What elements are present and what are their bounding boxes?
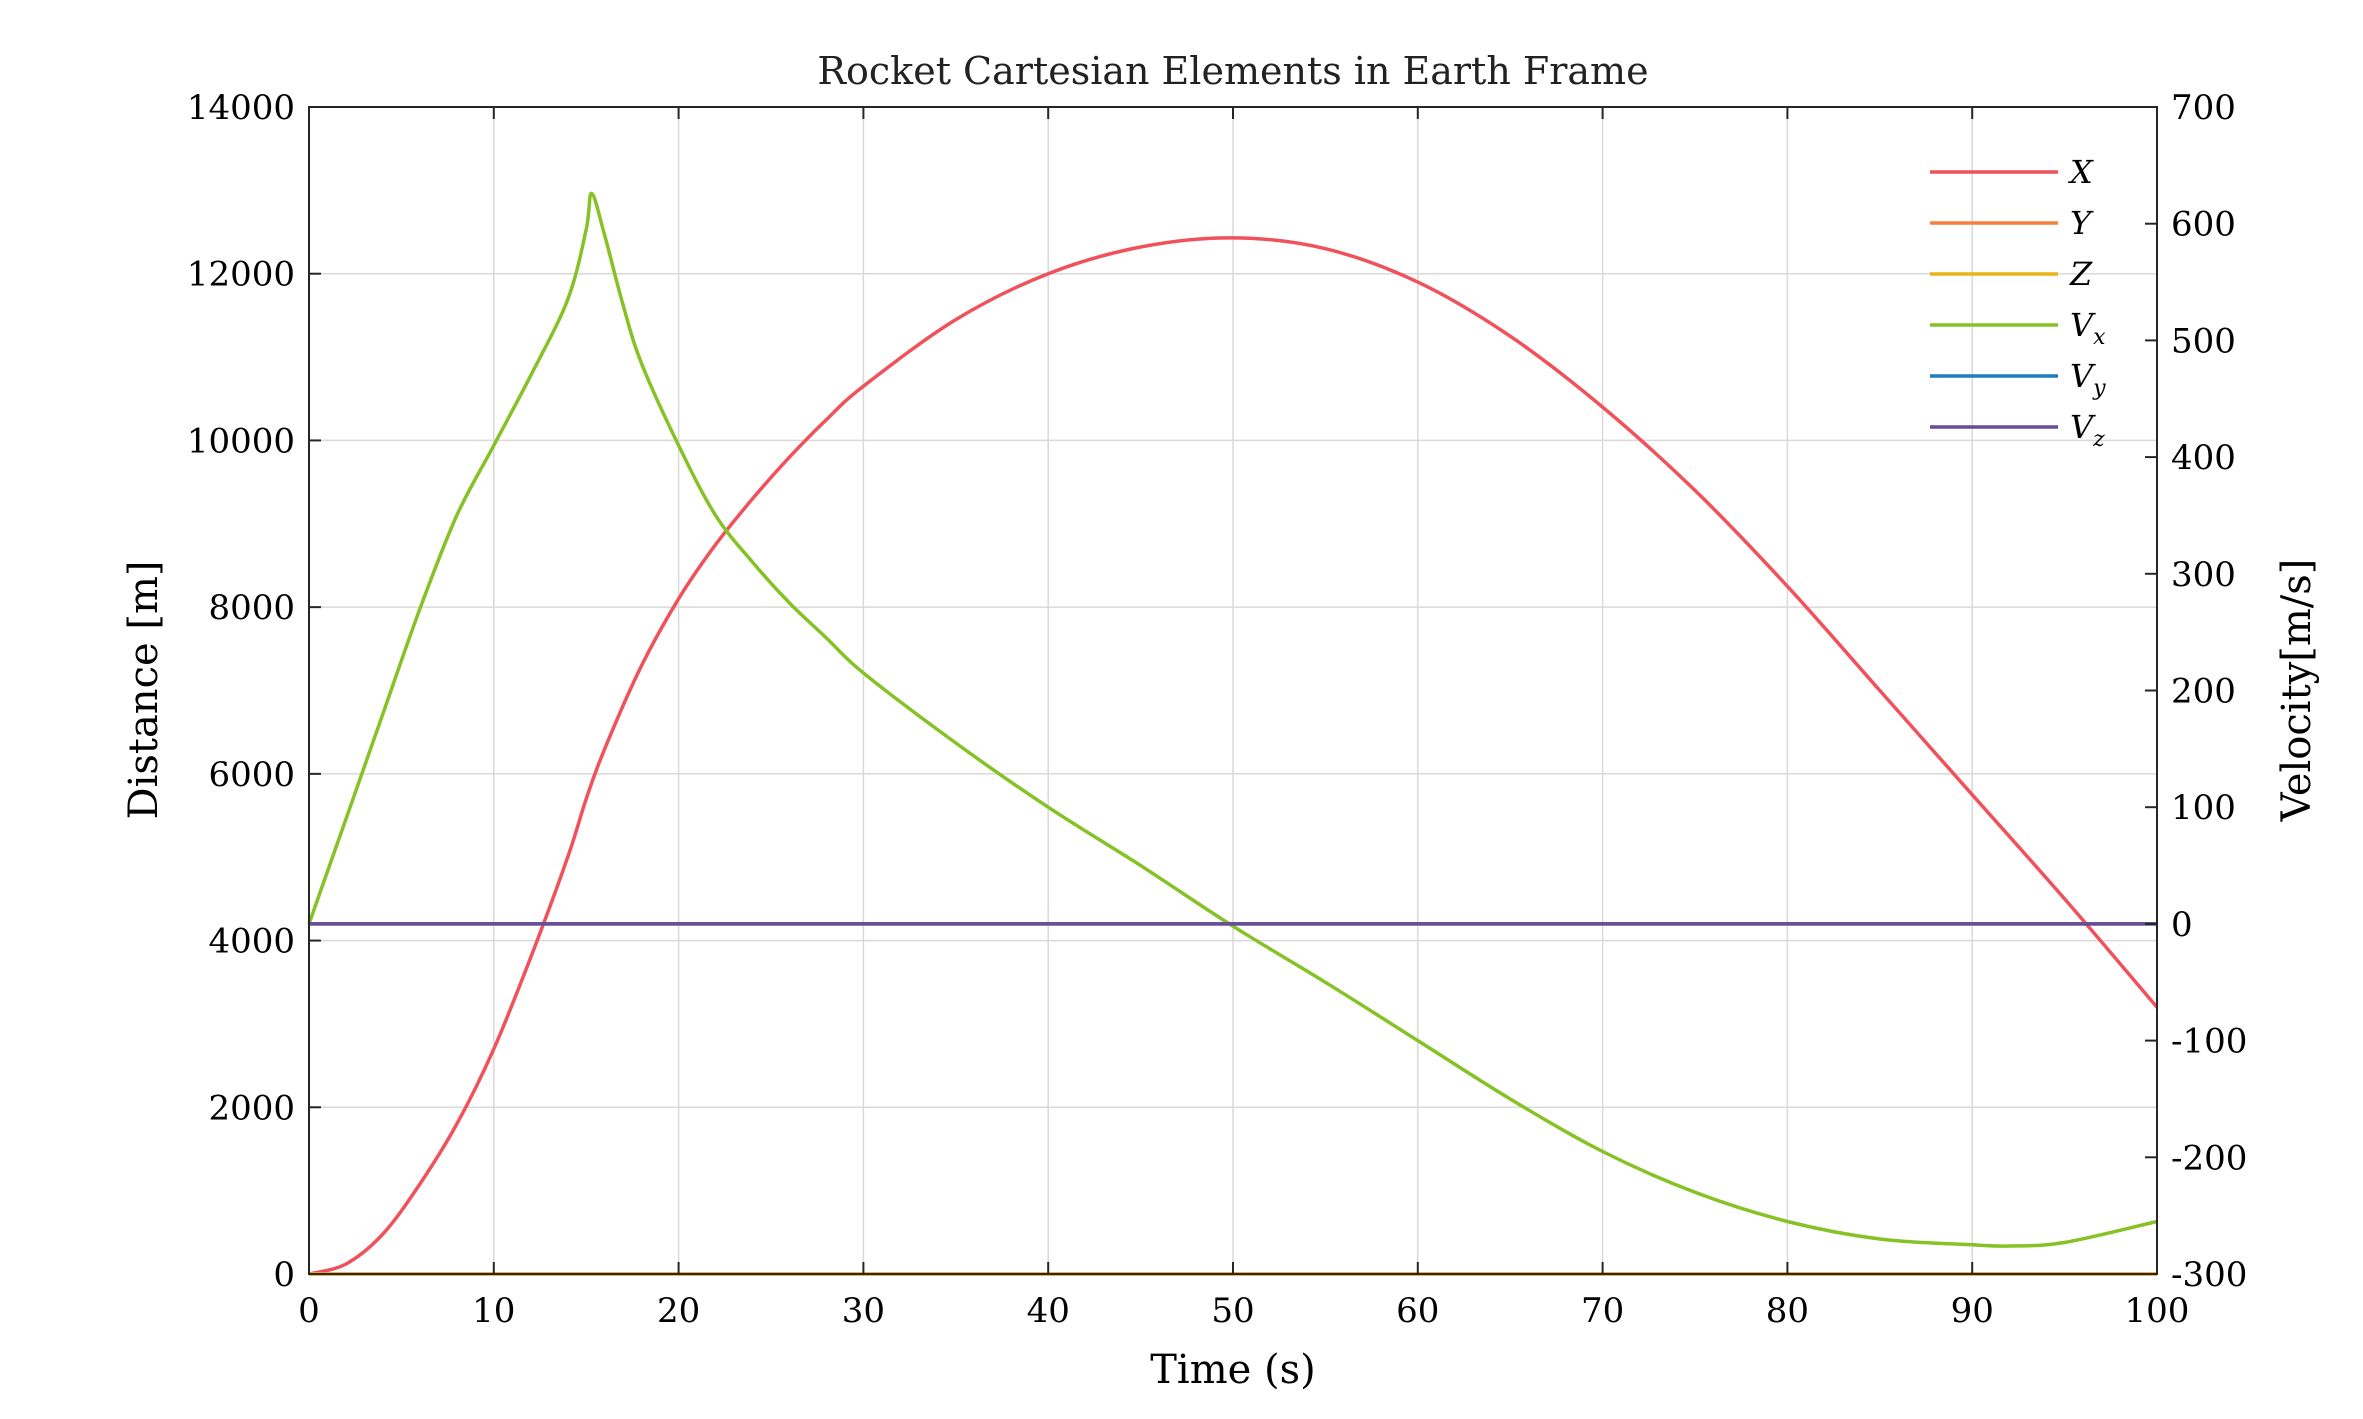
y-tick-label-left: 6000	[208, 755, 295, 795]
legend-label: X	[2067, 153, 2094, 191]
y-tick-label-left: 8000	[208, 588, 295, 628]
legend-label-subscript: z	[2092, 427, 2105, 452]
x-tick-label: 30	[842, 1291, 885, 1331]
x-tick-label: 10	[472, 1291, 515, 1331]
y-tick-label-right: 700	[2171, 88, 2236, 128]
axes-box	[308, 106, 2158, 1275]
x-tick-label: 100	[2125, 1291, 2190, 1331]
grid	[309, 107, 2157, 1274]
x-tick-label: 90	[1951, 1291, 1994, 1331]
legend-label-subscript: x	[2093, 325, 2106, 350]
y-tick-label-right: -200	[2171, 1138, 2247, 1178]
y-tick-label-left: 10000	[187, 421, 295, 461]
y-tick-label-right: 400	[2171, 438, 2236, 478]
y-tick-label-right: 300	[2171, 555, 2236, 595]
chart-title: Rocket Cartesian Elements in Earth Frame	[817, 49, 1648, 93]
x-tick-label: 40	[1027, 1291, 1070, 1331]
y-tick-label-right: -100	[2171, 1022, 2247, 1062]
y-tick-label-right: 100	[2171, 788, 2236, 828]
x-tick-label: 70	[1581, 1291, 1624, 1331]
x-tick-label: 20	[657, 1291, 700, 1331]
x-tick-label: 60	[1396, 1291, 1439, 1331]
tick-labels: 0 10 20 30 40 50 60 70 80 90 100020004000600080001…	[187, 88, 2248, 1331]
x-tick-label: 0	[298, 1291, 320, 1331]
y-tick-label-right: 0	[2171, 905, 2193, 945]
y-axis-label-left: Distance [m]	[121, 560, 167, 819]
legend-label: Z	[2069, 255, 2093, 293]
y-tick-label-left: 12000	[187, 255, 295, 295]
y-tick-label-left: 0	[273, 1255, 295, 1295]
y-tick-label-right: 600	[2171, 205, 2236, 245]
x-tick-label: 50	[1211, 1291, 1254, 1331]
x-axis-label: Time (s)	[1150, 1347, 1316, 1393]
y-axis-label-right: Velocity[m/s]	[2274, 559, 2320, 823]
y-tick-label-right: -300	[2171, 1255, 2247, 1295]
series-line-x	[308, 236, 2159, 1276]
y-tick-label-right: 500	[2171, 321, 2236, 361]
legend-label-subscript: y	[2092, 376, 2106, 401]
y-tick-label-left: 2000	[208, 1088, 295, 1128]
series-line-vx	[307, 191, 2158, 1248]
y-tick-label-right: 200	[2171, 672, 2236, 712]
legend-label: Y	[2070, 204, 2094, 242]
y-tick-label-left: 4000	[208, 922, 295, 962]
axes	[308, 106, 2158, 1275]
x-tick-label: 80	[1766, 1291, 1809, 1331]
y-tick-label-left: 14000	[187, 88, 295, 128]
